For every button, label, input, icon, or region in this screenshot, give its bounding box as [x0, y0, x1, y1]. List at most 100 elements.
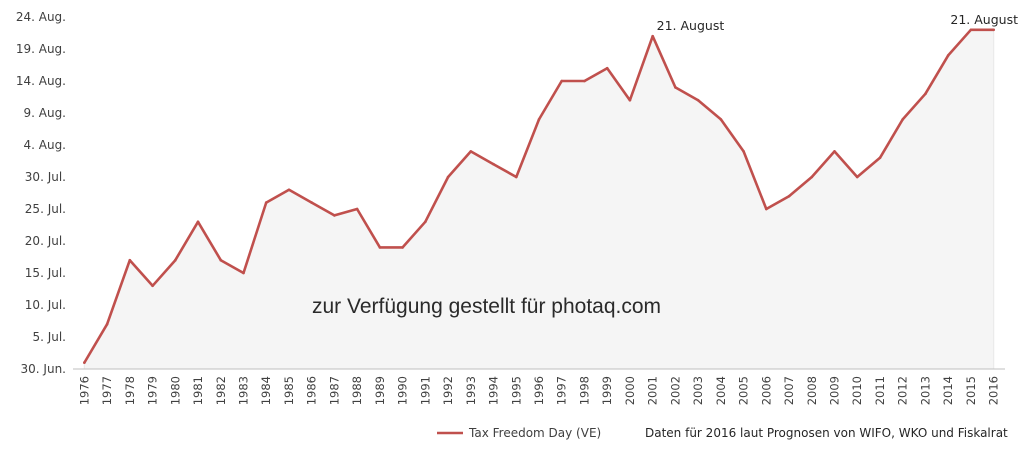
- data-point-2012: [901, 118, 905, 121]
- y-tick-label: 24. Aug.: [16, 10, 66, 24]
- annotation-label: 21. August: [657, 18, 725, 33]
- x-tick-label: 2016: [987, 376, 1001, 405]
- x-tick-label: 1985: [282, 376, 296, 405]
- data-point-1991: [424, 220, 427, 224]
- x-tick-label: 1990: [396, 376, 410, 405]
- data-point-2015: [969, 28, 973, 32]
- data-point-2001: [651, 34, 654, 38]
- x-tick-label: 1987: [327, 376, 341, 405]
- data-point-1992: [446, 175, 450, 179]
- y-tick-label: 19. Aug.: [16, 42, 66, 56]
- x-axis-ticks: 1976 1977 1978 1979 1980 1981 1982 1983 1984 1985…: [77, 376, 1000, 405]
- data-point-2004: [719, 118, 723, 121]
- data-point-2010: [855, 175, 859, 179]
- data-point-1984: [264, 201, 268, 204]
- x-tick-label: 1977: [100, 376, 114, 405]
- x-tick-label: 1980: [168, 376, 182, 405]
- x-tick-label: 2009: [828, 376, 842, 405]
- x-tick-label: 2014: [941, 376, 955, 405]
- x-tick-label: 1989: [373, 376, 387, 405]
- y-tick-label: 9. Aug.: [23, 106, 66, 120]
- data-point-2000: [628, 98, 632, 102]
- data-point-2008: [810, 175, 814, 179]
- x-tick-label: 1986: [305, 376, 319, 405]
- x-tick-label: 2005: [737, 376, 751, 405]
- watermark: zur Verfügung gestellt für photaq.com: [312, 295, 661, 318]
- x-tick-label: 1984: [259, 376, 273, 405]
- y-tick-label: 30. Jul.: [25, 170, 66, 184]
- x-tick-label: 2007: [782, 376, 796, 405]
- x-tick-label: 2001: [646, 376, 660, 405]
- x-tick-label: 1988: [350, 376, 364, 405]
- data-point-1980: [173, 258, 177, 262]
- x-tick-label: 1983: [236, 376, 250, 405]
- x-tick-label: 1982: [214, 376, 228, 405]
- x-tick-label: 1979: [146, 376, 160, 405]
- data-point-1997: [560, 79, 564, 83]
- data-point-1986: [310, 201, 313, 204]
- footnote: Daten für 2016 laut Prognosen von WIFO, …: [645, 426, 1008, 440]
- data-point-2007: [787, 194, 791, 198]
- data-point-1985: [287, 188, 291, 192]
- data-point-1999: [605, 66, 609, 70]
- data-point-1994: [492, 162, 495, 166]
- annotations: 21. August 21. August: [657, 12, 1018, 33]
- data-point-2003: [696, 98, 700, 102]
- x-tick-label: 1993: [464, 376, 478, 405]
- data-point-1996: [537, 118, 541, 121]
- x-tick-label: 2012: [896, 376, 910, 405]
- data-point-2013: [924, 92, 927, 96]
- x-tick-label: 1981: [191, 376, 205, 405]
- data-point-1998: [583, 79, 586, 83]
- legend: Tax Freedom Day (VE): [437, 426, 601, 440]
- legend-label: Tax Freedom Day (VE): [468, 426, 601, 440]
- data-point-2006: [765, 207, 768, 211]
- area-fill: [84, 29, 994, 370]
- series-layer: [83, 28, 995, 364]
- x-tick-label: 1992: [441, 376, 455, 405]
- x-tick-label: 1991: [418, 376, 432, 405]
- x-tick-label: 2011: [873, 376, 887, 405]
- y-tick-label: 4. Aug.: [23, 138, 66, 152]
- data-point-2005: [742, 150, 745, 153]
- x-tick-label: 1999: [600, 376, 614, 405]
- x-tick-label: 1976: [77, 376, 91, 405]
- y-tick-label: 5. Jul.: [32, 330, 66, 344]
- x-tick-label: 2002: [668, 376, 682, 405]
- y-tick-label: 20. Jul.: [25, 234, 66, 248]
- data-point-2009: [833, 150, 836, 153]
- x-tick-label: 1978: [123, 376, 137, 405]
- data-point-1979: [151, 284, 154, 288]
- data-point-1990: [401, 246, 404, 249]
- data-point-1983: [242, 271, 245, 275]
- data-point-1981: [196, 220, 200, 224]
- x-tick-label: 2003: [691, 376, 705, 405]
- area-under-line: [84, 29, 994, 370]
- x-tick-label: 2004: [714, 376, 728, 405]
- data-point-2011: [878, 156, 882, 160]
- annotation-label: 21. August: [950, 12, 1018, 27]
- y-axis-ticks: 30. Jun. 5. Jul. 10. Jul. 15. Jul. 20. Jul. 2…: [16, 10, 66, 376]
- data-point-1987: [333, 214, 336, 217]
- x-tick-label: 2013: [918, 376, 932, 405]
- x-tick-label: 1997: [555, 376, 569, 405]
- x-tick-label: 1996: [532, 376, 546, 405]
- x-tick-label: 2010: [850, 376, 864, 405]
- data-point-1995: [514, 175, 518, 179]
- data-point-1977: [105, 322, 109, 326]
- y-tick-label: 15. Jul.: [25, 266, 66, 280]
- y-tick-label: 14. Aug.: [16, 74, 66, 88]
- x-tick-label: 2008: [805, 376, 819, 405]
- x-tick-label: 1998: [577, 376, 591, 405]
- data-point-1988: [355, 207, 359, 211]
- data-point-1989: [378, 246, 382, 249]
- data-point-2014: [946, 54, 950, 57]
- y-tick-label: 10. Jul.: [25, 298, 66, 312]
- data-point-1976: [83, 361, 86, 364]
- x-tick-label: 2006: [759, 376, 773, 405]
- y-tick-label: 30. Jun.: [21, 362, 66, 376]
- x-tick-label: 2015: [964, 376, 978, 405]
- data-point-2002: [674, 86, 677, 89]
- x-tick-label: 1995: [509, 376, 523, 405]
